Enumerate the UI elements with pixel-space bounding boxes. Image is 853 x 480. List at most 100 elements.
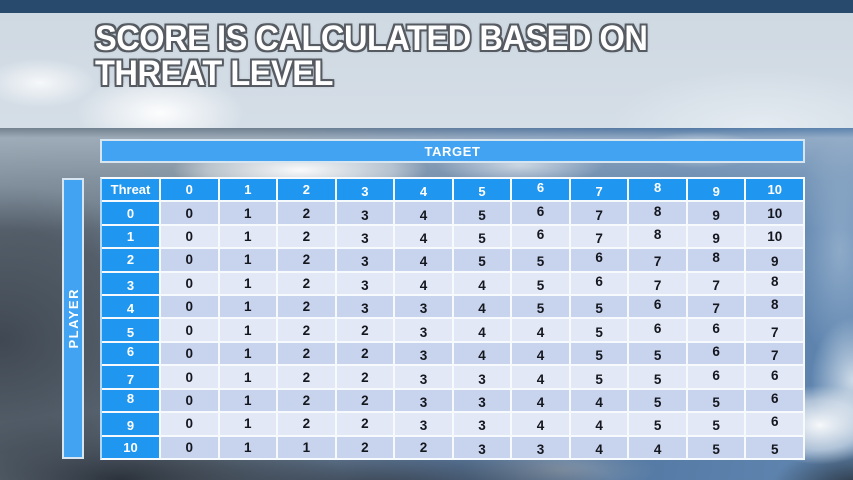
score-cell: 6	[570, 272, 628, 295]
score-cell: 1	[219, 272, 277, 295]
score-cell: 2	[336, 319, 394, 341]
score-cell: 2	[336, 366, 394, 388]
score-cell: 7	[746, 342, 803, 365]
score-cell: 5	[570, 342, 628, 365]
score-cell: 5	[687, 413, 745, 435]
target-axis-label-text: TARGET	[424, 143, 481, 159]
score-cell: 5	[512, 272, 569, 295]
score-cell: 3	[336, 225, 394, 248]
score-cell: 2	[278, 319, 335, 341]
score-cell: 0	[161, 413, 218, 435]
score-cell: 5	[746, 436, 803, 458]
column-header-cell: 10	[746, 179, 803, 201]
column-header-cell: 5	[453, 179, 511, 201]
score-cell: 8	[746, 296, 803, 318]
score-cell: 0	[161, 319, 218, 341]
score-cell: 5	[629, 366, 686, 388]
score-cell: 4	[512, 342, 569, 365]
column-header-cell: 6	[512, 179, 569, 201]
score-cell: 6	[629, 296, 686, 318]
score-cell: 5	[512, 249, 569, 271]
score-cell: 4	[395, 249, 452, 271]
score-cell: 4	[395, 225, 452, 248]
slide-title-line2: THREAT LEVEL	[95, 54, 333, 93]
score-cell: 9	[687, 225, 745, 248]
score-cell: 3	[336, 249, 394, 271]
score-cell: 6	[687, 366, 745, 388]
score-cell: 2	[336, 342, 394, 365]
score-cell: 5	[629, 413, 686, 435]
score-cell: 4	[512, 366, 569, 388]
row-header-cell: 4	[102, 296, 159, 318]
score-cell: 6	[687, 319, 745, 341]
column-header-cell: 4	[395, 179, 452, 201]
score-cell: 10	[746, 225, 803, 248]
score-cell: 4	[395, 272, 452, 295]
score-cell: 1	[219, 413, 277, 435]
score-cell: 7	[629, 272, 686, 295]
score-cell: 4	[570, 389, 628, 412]
score-cell: 0	[161, 342, 218, 365]
column-header-cell: 1	[219, 179, 277, 201]
score-cell: 0	[161, 366, 218, 388]
score-cell: 5	[453, 225, 511, 248]
score-cell: 6	[629, 319, 686, 341]
score-cell: 1	[219, 296, 277, 318]
score-cell: 3	[395, 366, 452, 388]
score-cell: 5	[629, 342, 686, 365]
row-header-cell: 9	[102, 413, 159, 435]
player-axis-label-text: PLAYER	[65, 288, 81, 349]
title-band	[0, 13, 853, 128]
score-cell: 2	[278, 389, 335, 412]
score-cell: 0	[161, 272, 218, 295]
score-cell: 8	[746, 272, 803, 295]
row-header-cell: 6	[102, 342, 159, 365]
score-cell: 2	[278, 296, 335, 318]
score-cell: 4	[512, 319, 569, 341]
score-cell: 1	[219, 389, 277, 412]
score-cell: 6	[687, 342, 745, 365]
score-cell: 8	[629, 202, 686, 224]
target-axis-label: TARGET	[100, 139, 805, 163]
score-cell: 3	[336, 296, 394, 318]
score-cell: 3	[395, 319, 452, 341]
score-cell: 7	[687, 296, 745, 318]
score-matrix-table: Threat 0 1 2 3 4 5 6 7 8 9 10 0 0 1 2 3 4 5 6 7 8 9 10 1 0 1 2 3 4 5 6 7…	[100, 177, 805, 460]
score-cell: 8	[629, 225, 686, 248]
column-header-cell: 8	[629, 179, 686, 201]
score-cell: 3	[453, 366, 511, 388]
score-cell: 3	[453, 436, 511, 458]
score-cell: 0	[161, 249, 218, 271]
score-cell: 4	[629, 436, 686, 458]
row-header-cell: 8	[102, 389, 159, 412]
score-cell: 4	[453, 342, 511, 365]
slide-title-line1: SCORE IS CALCULATED BASED ON	[95, 19, 648, 58]
score-cell: 2	[395, 436, 452, 458]
top-accent-strip	[0, 0, 853, 13]
score-cell: 7	[570, 225, 628, 248]
score-cell: 3	[512, 436, 569, 458]
row-header-cell: 2	[102, 249, 159, 271]
score-cell: 3	[395, 342, 452, 365]
score-cell: 3	[453, 413, 511, 435]
column-header-cell: 3	[336, 179, 394, 201]
score-cell: 5	[687, 436, 745, 458]
score-cell: 0	[161, 296, 218, 318]
score-cell: 2	[336, 413, 394, 435]
score-cell: 3	[395, 296, 452, 318]
score-cell: 0	[161, 225, 218, 248]
score-cell: 4	[453, 296, 511, 318]
score-cell: 2	[278, 225, 335, 248]
row-header-cell: 5	[102, 319, 159, 341]
score-cell: 5	[570, 296, 628, 318]
score-cell: 2	[278, 366, 335, 388]
column-header-cell: 7	[570, 179, 628, 201]
score-cell: 3	[336, 202, 394, 224]
score-cell: 2	[278, 249, 335, 271]
score-cell: 2	[278, 202, 335, 224]
score-cell: 5	[453, 249, 511, 271]
corner-header-cell: Threat	[102, 179, 159, 201]
score-cell: 4	[395, 202, 452, 224]
score-cell: 4	[453, 319, 511, 341]
